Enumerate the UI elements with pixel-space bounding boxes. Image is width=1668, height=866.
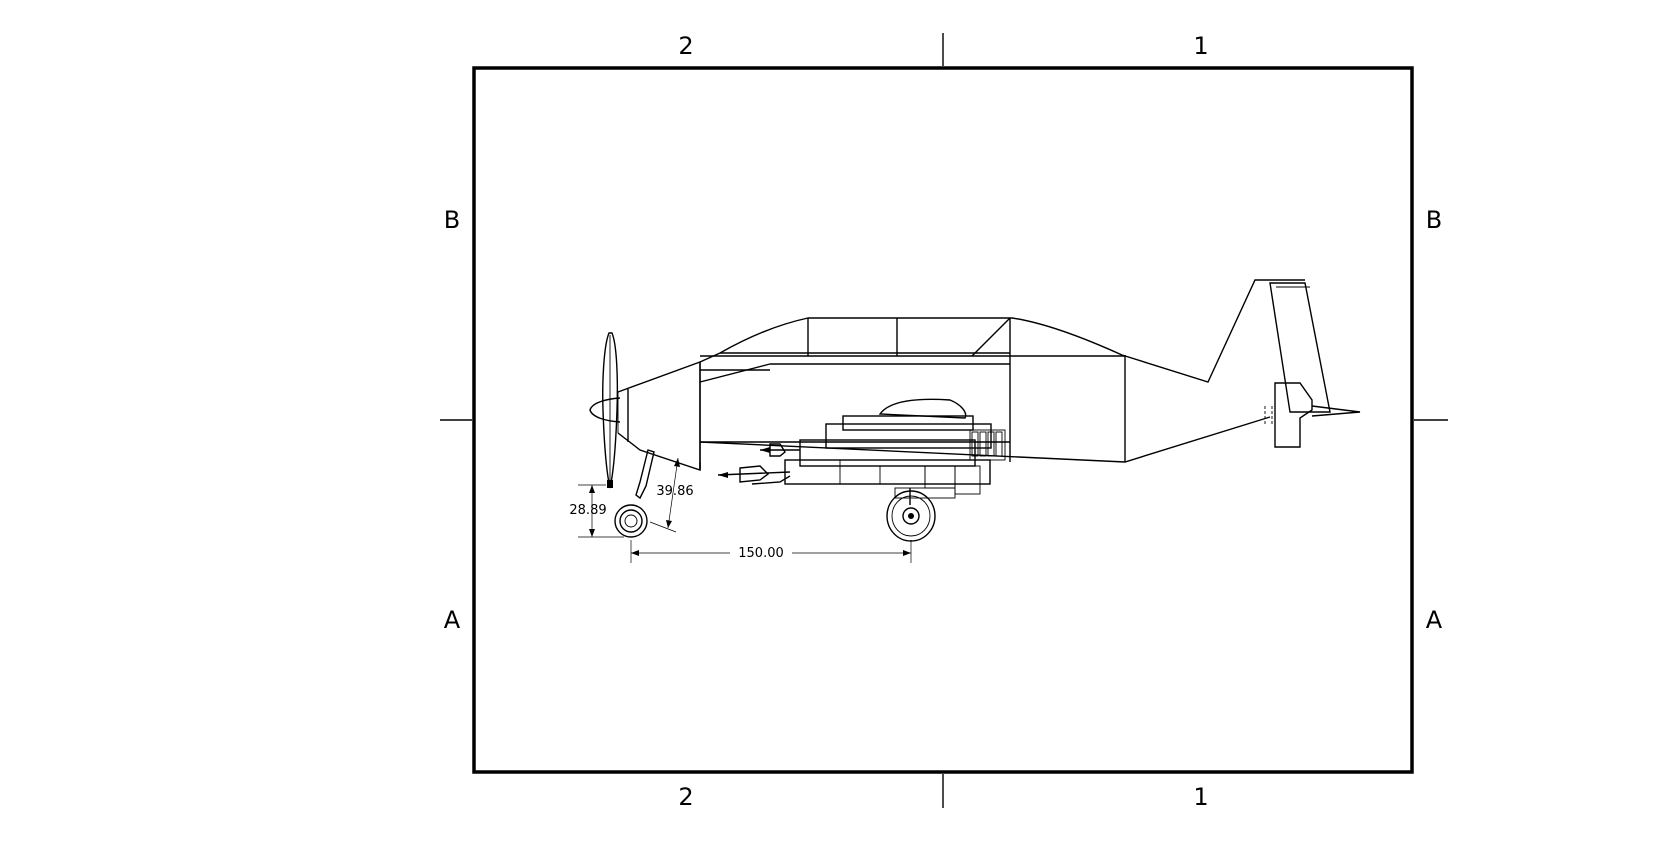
zone-label-right-b: B xyxy=(1426,206,1442,234)
spinner xyxy=(589,397,621,423)
dimension-value-wheelbase: 150.00 xyxy=(738,546,784,561)
dimension-vertical: 28.89 xyxy=(569,484,624,538)
airplane-side-view xyxy=(589,279,1361,542)
zone-ticks xyxy=(440,33,1448,808)
dimension-value-angled: 39.86 xyxy=(656,484,693,499)
zone-label-bottom-2: 2 xyxy=(678,783,693,811)
vertical-tail xyxy=(1264,282,1361,448)
propeller xyxy=(602,332,619,489)
dimension-angled: 39.86 xyxy=(649,457,694,533)
zone-label-right-a: A xyxy=(1426,606,1443,634)
internal-equipment xyxy=(717,398,1006,499)
zone-label-left-a: A xyxy=(444,606,461,634)
dimension-value-vertical: 28.89 xyxy=(569,503,606,518)
zone-label-top-2: 2 xyxy=(678,32,693,60)
cowling xyxy=(617,360,701,471)
nose-landing-gear xyxy=(614,449,655,538)
fuselage xyxy=(699,279,1305,470)
drawing-frame xyxy=(472,66,1414,774)
main-landing-gear xyxy=(886,488,936,542)
zone-label-top-1: 1 xyxy=(1193,32,1208,60)
zone-label-left-b: B xyxy=(444,206,460,234)
zone-label-bottom-1: 1 xyxy=(1193,783,1208,811)
dimension-wheelbase: 150.00 xyxy=(630,540,912,563)
